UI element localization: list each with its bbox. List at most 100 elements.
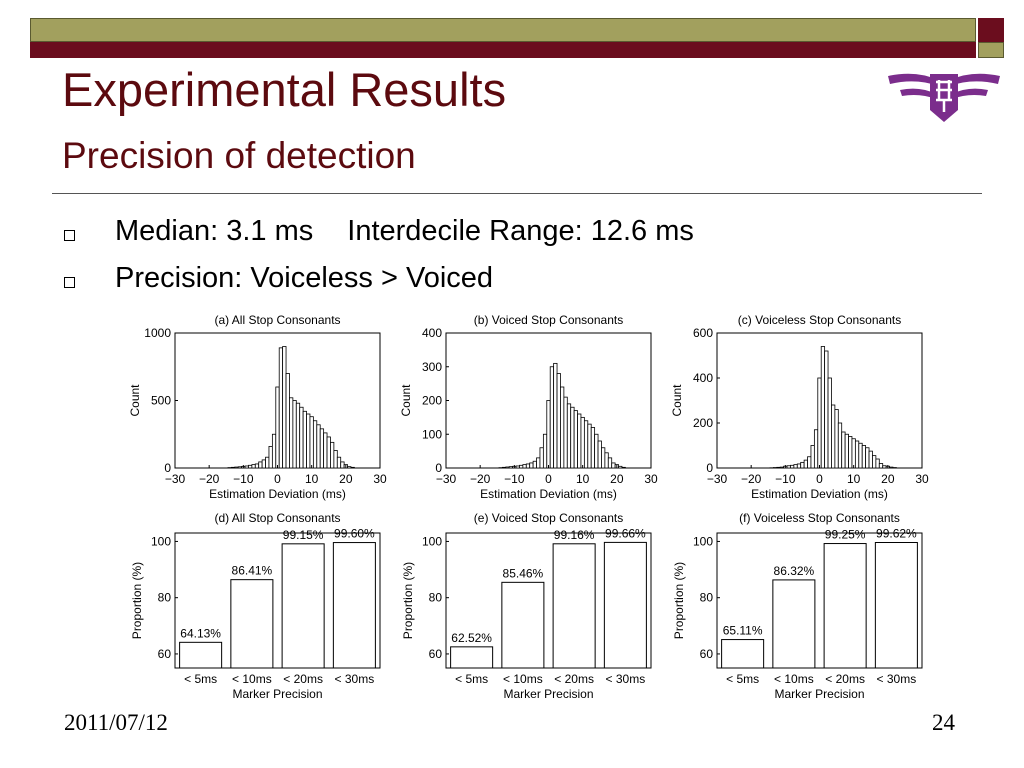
x-tick-label: 30: [915, 472, 929, 486]
x-axis-label: Estimation Deviation (ms): [209, 487, 346, 501]
x-tick-label: < 20ms: [825, 672, 865, 686]
histogram-bar: [268, 445, 273, 469]
bullet-text: Precision: Voiceless > Voiced: [115, 261, 493, 296]
x-tick-label: 30: [644, 472, 658, 486]
x-tick-label: < 5ms: [455, 672, 488, 686]
chart-title: (c) Voiceless Stop Consonants: [738, 313, 901, 327]
histogram-bar: [590, 427, 596, 469]
histogram-bar: [285, 373, 290, 469]
x-axis-label: Marker Precision: [774, 687, 864, 701]
results-figure: (a) All Stop Consonants−30 −20 −10 0 10 20 300…: [128, 313, 929, 701]
histogram-bar: [807, 456, 812, 469]
histogram-bar: [306, 413, 311, 469]
x-tick-label: 20: [339, 472, 353, 486]
x-tick-label: −20: [741, 472, 762, 486]
histogram-bar: [817, 377, 822, 469]
y-tick-label: 300: [422, 360, 442, 374]
y-tick-label: 600: [693, 326, 713, 340]
histogram-bar: [254, 463, 260, 469]
x-axis-label: Estimation Deviation (ms): [480, 487, 617, 501]
plot-frame: [174, 532, 381, 669]
y-tick-label: 100: [422, 534, 442, 548]
histogram-bar: [793, 464, 798, 469]
histogram-bar: [570, 406, 575, 469]
proportion-bar: [450, 646, 494, 669]
histogram-bar: [347, 466, 352, 469]
y-axis-label: Proportion (%): [401, 562, 415, 639]
histogram-bar: [607, 457, 613, 469]
histogram-bar: [848, 436, 853, 469]
data-label: 99.66%: [605, 526, 646, 540]
bullet-part: Median: 3.1 ms: [115, 215, 314, 247]
histogram-bar: [618, 465, 623, 469]
header-band-olive: [30, 18, 976, 42]
histogram-bar: [597, 440, 602, 469]
x-tick-label: −30: [165, 472, 186, 486]
histogram-bar: [800, 461, 805, 469]
y-tick-label: 80: [429, 591, 443, 605]
histogram-bar: [587, 423, 592, 469]
histogram-bar: [858, 442, 863, 469]
histogram-bar: [265, 456, 270, 469]
histogram-bar: [282, 346, 287, 469]
bullet-part: Interdecile Range: 12.6 ms: [347, 215, 694, 247]
histogram-bar: [244, 465, 249, 469]
histogram-bar: [810, 445, 815, 469]
x-tick-label: < 10ms: [232, 672, 272, 686]
histogram-bar: [868, 450, 873, 469]
histogram-bar: [237, 466, 243, 469]
x-axis-label: Estimation Deviation (ms): [751, 487, 888, 501]
bullet-text: Median: 3.1 ms Interdecile Range: 12.6 ms: [115, 214, 694, 249]
histogram-bar: [889, 466, 894, 469]
histogram-bar: [519, 464, 524, 469]
plot-frame: [716, 532, 923, 669]
x-tick-label: < 20ms: [554, 672, 594, 686]
x-tick-label: 10: [576, 472, 590, 486]
histogram-bar: [865, 447, 870, 469]
histogram-bar: [786, 465, 791, 469]
header-corner-olive: [978, 42, 1004, 58]
histogram-bar: [258, 461, 263, 469]
slide-title: Experimental Results: [62, 63, 507, 116]
x-tick-label: < 5ms: [726, 672, 759, 686]
x-tick-label: 10: [847, 472, 861, 486]
histogram-bar: [841, 431, 846, 469]
histogram-bar: [776, 466, 781, 469]
histogram-bar: [583, 420, 589, 469]
histogram-bar: [312, 420, 318, 469]
y-tick-label: 80: [700, 591, 714, 605]
data-label: 99.25%: [825, 528, 866, 542]
x-tick-label: −20: [199, 472, 220, 486]
x-tick-label: −20: [470, 472, 491, 486]
histogram-bar: [299, 406, 304, 469]
histogram-bar: [340, 461, 345, 469]
proportion-bar: [772, 579, 816, 669]
x-tick-label: 0: [816, 472, 823, 486]
proportion-bar: [552, 543, 596, 669]
histogram-bar: [230, 466, 236, 469]
plot-frame: [445, 532, 652, 669]
histogram-bar: [501, 466, 507, 469]
x-tick-label: −30: [436, 472, 457, 486]
university-logo-icon: [888, 73, 1000, 122]
histogram-bar: [261, 459, 266, 469]
histogram-bar: [532, 460, 537, 469]
y-tick-label: 100: [693, 534, 713, 548]
histogram-bar: [790, 464, 795, 469]
y-axis-label: Count: [399, 384, 413, 417]
x-tick-label: −10: [775, 472, 796, 486]
histogram-bar: [566, 403, 572, 469]
histogram-bar: [580, 416, 585, 469]
histogram-bar: [827, 377, 832, 469]
histogram-bar: [536, 457, 541, 469]
histogram-bar: [326, 436, 331, 469]
histogram-bar: [601, 447, 606, 469]
histogram-bar: [779, 466, 785, 469]
histogram-bar: [529, 462, 534, 469]
histogram-bar: [573, 410, 578, 469]
slide-subtitle: Precision of detection: [62, 135, 416, 176]
chart-title: (e) Voiced Stop Consonants: [474, 511, 623, 525]
histogram-bar: [549, 366, 555, 469]
histogram-bar: [289, 397, 294, 469]
histogram-bar: [302, 410, 307, 469]
